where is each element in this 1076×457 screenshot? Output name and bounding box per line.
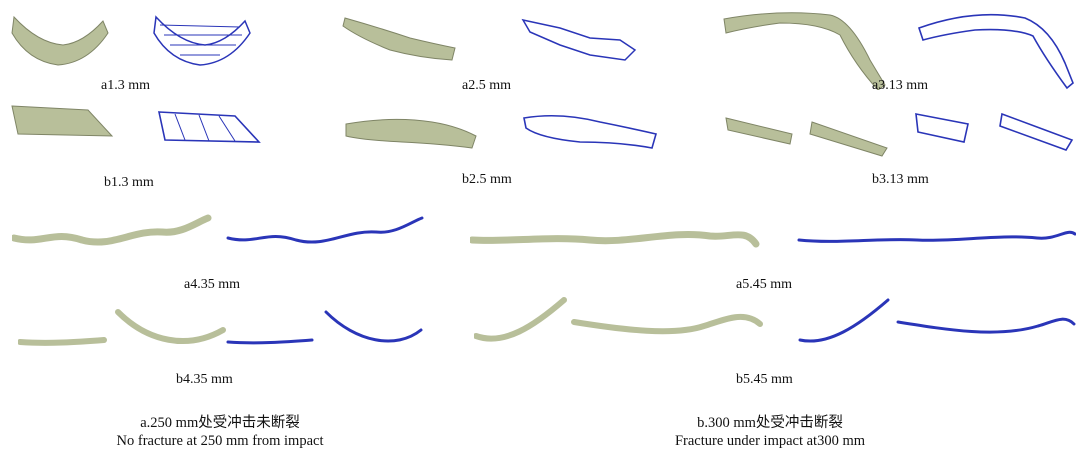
panel-b3-bonds [912,106,1076,176]
panel-a4-particles [12,210,212,260]
panel-b2-bonds [520,108,660,163]
panel-a3-particles [720,5,890,90]
panel-b4-particles [18,302,228,352]
caption-left-line1: a.250 mm处受冲击未断裂 [140,415,300,431]
panel-b5-bonds [798,296,1076,356]
panel-b1-bonds [155,106,265,146]
panel-b5-label: b5.45 mm [736,372,793,387]
panel-b1-label: b1.3 mm [104,175,154,190]
panel-a2-label: a2.5 mm [462,78,511,93]
panel-b4-bonds [226,302,426,352]
caption-right: b.300 mm处受冲击断裂 Fracture under impact at3… [660,414,880,450]
caption-left-line2: No fracture at 250 mm from impact [116,433,324,449]
panel-b5-particles [474,296,764,356]
panel-a5-bonds [797,220,1076,260]
panel-b3-particles [722,108,892,178]
panel-a1-particles [8,5,118,75]
panel-a4-bonds [226,210,426,260]
panel-b2-label: b2.5 mm [462,172,512,187]
caption-left: a.250 mm处受冲击未断裂 No fracture at 250 mm fr… [110,414,330,450]
panel-a3-label: a3.13 mm [872,78,928,93]
panel-a3-bonds [915,8,1075,93]
caption-right-line2: Fracture under impact at300 mm [674,433,866,449]
panel-a1-bonds [150,5,260,75]
panel-b4-label: b4.35 mm [176,372,233,387]
panel-b1-particles [8,100,118,140]
panel-b3-label: b3.13 mm [872,172,929,187]
panel-a1-label: a1.3 mm [101,78,150,93]
panel-a2-bonds [520,10,640,70]
panel-a5-particles [470,216,760,256]
panel-a2-particles [340,8,460,68]
caption-right-line1: b.300 mm处受冲击断裂 [697,415,843,431]
panel-a4-label: a4.35 mm [184,277,240,292]
panel-b2-particles [342,110,482,160]
panel-a5-label: a5.45 mm [736,277,792,292]
